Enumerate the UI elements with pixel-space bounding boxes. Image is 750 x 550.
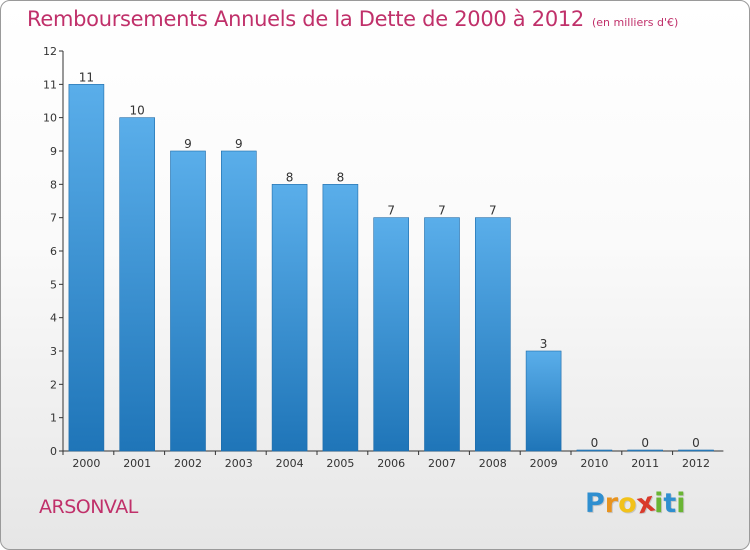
x-tick-label-2006: 2006 [377, 457, 405, 470]
value-label-2000: 11 [79, 70, 94, 84]
y-tick-label: 8 [50, 178, 57, 191]
y-tick-label: 2 [50, 378, 57, 391]
x-tick-label-2007: 2007 [428, 457, 456, 470]
x-tick-label-2012: 2012 [682, 457, 710, 470]
bar-2008 [474, 217, 511, 452]
logo-letter: i [676, 488, 686, 519]
value-label-2006: 7 [387, 204, 395, 218]
chart-title: Remboursements Annuels de la Dette de 20… [27, 7, 678, 31]
logo-letter: t [663, 488, 677, 519]
value-label-2008: 7 [489, 204, 497, 218]
value-label-2002: 9 [184, 137, 192, 151]
bar-2005 [322, 184, 359, 452]
proxiti-logo[interactable]: Proxiti [585, 487, 686, 521]
y-tick-label: 3 [50, 345, 57, 358]
bar-2004 [271, 184, 308, 452]
bar-2002 [170, 150, 206, 452]
y-tick-label: 7 [50, 212, 57, 225]
x-tick-label-2004: 2004 [276, 457, 304, 470]
value-label-2001: 10 [130, 104, 145, 118]
x-tick-label-2009: 2009 [530, 457, 558, 470]
value-label-2003: 9 [235, 137, 243, 151]
bar-2011 [627, 449, 664, 452]
commune-name: ARSONVAL [39, 496, 138, 518]
y-tick-label: 4 [50, 312, 57, 325]
logo-letter: i [654, 488, 664, 519]
value-label-2004: 8 [286, 170, 294, 184]
y-tick-label: 5 [50, 278, 57, 291]
y-tick-label: 6 [50, 245, 57, 258]
chart-title-text: Remboursements Annuels de la Dette de 20… [27, 7, 584, 31]
x-tick-label-2003: 2003 [225, 457, 253, 470]
bar-2012 [678, 449, 714, 452]
bar-2010 [576, 449, 613, 452]
x-tick-label-2001: 2001 [123, 457, 151, 470]
value-label-2009: 3 [540, 337, 548, 351]
bar-2006 [373, 217, 410, 452]
logo-letter: P [585, 488, 605, 519]
bar-2000 [68, 84, 105, 452]
logo-letter: r [604, 488, 619, 519]
x-tick-label-2005: 2005 [326, 457, 354, 470]
chart-unit-label: (en milliers d'€) [592, 16, 679, 29]
y-tick-label: 10 [43, 112, 57, 125]
bar-2003 [221, 150, 257, 452]
y-tick-label: 12 [43, 45, 57, 58]
value-label-2007: 7 [438, 204, 446, 218]
x-tick-label-2002: 2002 [174, 457, 202, 470]
value-label-2005: 8 [337, 170, 345, 184]
value-label-2010: 0 [591, 436, 599, 450]
x-tick-label-2008: 2008 [479, 457, 507, 470]
bar-2007 [424, 217, 460, 452]
x-tick-label-2000: 2000 [72, 457, 100, 470]
y-tick-label: 0 [50, 445, 57, 458]
bar-2009 [525, 350, 562, 452]
value-label-2011: 0 [641, 436, 649, 450]
y-tick-label: 1 [50, 412, 57, 425]
x-tick-label-2010: 2010 [580, 457, 608, 470]
logo-letter: o [618, 488, 637, 519]
x-tick-label-2011: 2011 [631, 457, 659, 470]
y-tick-label: 9 [50, 145, 57, 158]
value-label-2012: 0 [692, 436, 700, 450]
y-tick-label: 11 [43, 78, 57, 91]
bar-2001 [119, 117, 155, 452]
